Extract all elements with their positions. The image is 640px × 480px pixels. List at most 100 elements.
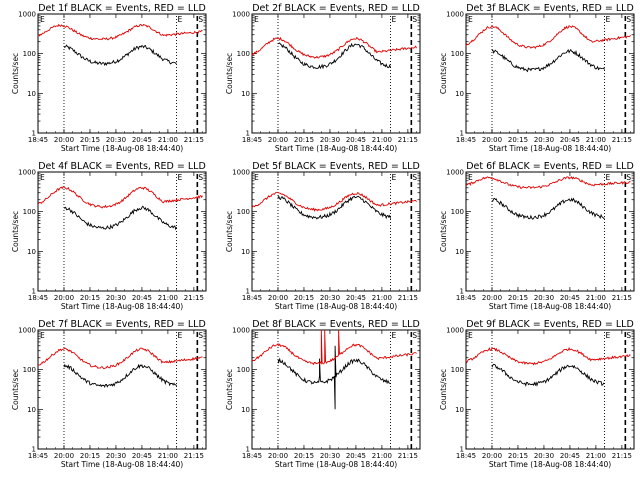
x-tick-label: 21:00 bbox=[158, 136, 178, 144]
x-tick-label: 18:45 bbox=[28, 136, 48, 144]
x-tick-label: 20:15 bbox=[80, 452, 100, 460]
plot-frame bbox=[251, 171, 421, 292]
series-lld-line bbox=[37, 347, 203, 370]
plot-frame bbox=[37, 329, 207, 450]
series-lld-line bbox=[251, 36, 417, 59]
x-tick-label: 20:30 bbox=[534, 136, 554, 144]
x-tick-label: 18:45 bbox=[242, 294, 262, 302]
x-tick-label: 21:00 bbox=[372, 294, 392, 302]
y-tick-label: 100 bbox=[23, 50, 36, 58]
series-lld-line bbox=[37, 186, 203, 209]
flag-letter-e: E bbox=[254, 173, 259, 182]
x-tick-label: 21:15 bbox=[184, 136, 204, 144]
y-tick-label: 100 bbox=[237, 366, 250, 374]
x-tick-label: 18:45 bbox=[28, 452, 48, 460]
x-tick-label: 20:30 bbox=[534, 294, 554, 302]
flag-letter-e: E bbox=[468, 173, 473, 182]
panel-title: Det 5f BLACK = Events, RED = LLD bbox=[252, 161, 420, 172]
panel-9: Det 9f BLACK = Events, RED = LLD 1 10 100 10… bbox=[439, 319, 635, 469]
y-tick-label: 1 bbox=[32, 288, 36, 296]
y-axis-label: Counts/sec bbox=[225, 53, 234, 94]
flag-letter-s: S bbox=[626, 15, 631, 24]
plot-frame bbox=[251, 13, 421, 134]
x-axis-label: Start Time (18-Aug-08 18:44:40) bbox=[489, 460, 611, 469]
x-tick-label: 20:15 bbox=[508, 294, 528, 302]
x-tick-label: 18:45 bbox=[242, 452, 262, 460]
y-tick-label: 10 bbox=[455, 248, 464, 256]
x-tick-label: 20:30 bbox=[320, 136, 340, 144]
x-tick-label: 20:45 bbox=[132, 294, 152, 302]
flag-letter-e: E bbox=[606, 15, 611, 24]
y-tick-label: 10 bbox=[27, 90, 36, 98]
series-events-line bbox=[491, 197, 605, 220]
x-tick-label: 20:30 bbox=[320, 294, 340, 302]
x-tick-label: 20:30 bbox=[320, 452, 340, 460]
x-tick-label: 18:45 bbox=[456, 452, 476, 460]
y-tick-label: 10 bbox=[455, 90, 464, 98]
flag-letter-s: S bbox=[198, 15, 203, 24]
x-tick-label: 18:45 bbox=[456, 136, 476, 144]
flag-letter-e: E bbox=[40, 15, 45, 24]
x-tick-label: 20:15 bbox=[294, 136, 314, 144]
plot-frame bbox=[251, 329, 421, 450]
y-axis-label: Counts/sec bbox=[225, 211, 234, 252]
plot-frame bbox=[465, 13, 635, 134]
panel-title: Det 6f BLACK = Events, RED = LLD bbox=[466, 161, 634, 172]
y-tick-label: 1 bbox=[246, 446, 250, 454]
x-tick-label: 20:45 bbox=[560, 452, 580, 460]
flag-letter-s: S bbox=[626, 331, 631, 340]
x-tick-label: 21:15 bbox=[398, 452, 418, 460]
y-tick-label: 1 bbox=[32, 130, 36, 138]
panel-title: Det 8f BLACK = Events, RED = LLD bbox=[252, 319, 420, 330]
plot-frame bbox=[465, 171, 635, 292]
y-tick-label: 1000 bbox=[18, 11, 36, 19]
y-tick-label: 100 bbox=[451, 366, 464, 374]
series-lld-line bbox=[251, 329, 417, 366]
x-tick-label: 20:45 bbox=[346, 136, 366, 144]
x-tick-label: 20:00 bbox=[482, 136, 502, 144]
y-axis-label: Counts/sec bbox=[439, 211, 448, 252]
x-tick-label: 21:15 bbox=[612, 136, 632, 144]
x-axis-label: Start Time (18-Aug-08 18:44:40) bbox=[275, 302, 397, 311]
flag-letter-e: E bbox=[254, 331, 259, 340]
x-axis-label: Start Time (18-Aug-08 18:44:40) bbox=[61, 302, 183, 311]
series-events-line bbox=[277, 345, 391, 410]
x-tick-label: 20:15 bbox=[80, 136, 100, 144]
x-tick-label: 20:00 bbox=[54, 294, 74, 302]
panel-8: Det 8f BLACK = Events, RED = LLD 1 10 100 10… bbox=[225, 319, 421, 469]
panel-title: Det 7f BLACK = Events, RED = LLD bbox=[38, 319, 206, 330]
x-tick-label: 20:15 bbox=[294, 294, 314, 302]
y-axis-label: Counts/sec bbox=[11, 369, 20, 410]
flag-letter-e: E bbox=[254, 15, 259, 24]
x-tick-label: 21:15 bbox=[398, 136, 418, 144]
y-tick-label: 10 bbox=[27, 406, 36, 414]
x-tick-label: 20:30 bbox=[106, 452, 126, 460]
y-tick-label: 1000 bbox=[446, 11, 464, 19]
plot-frame bbox=[37, 13, 207, 134]
flag-letter-s: S bbox=[412, 173, 417, 182]
x-axis-label: Start Time (18-Aug-08 18:44:40) bbox=[275, 460, 397, 469]
panel-3: Det 3f BLACK = Events, RED = LLD 1 10 100 10… bbox=[439, 3, 635, 153]
y-tick-label: 100 bbox=[237, 50, 250, 58]
flag-letter-e: E bbox=[40, 173, 45, 182]
flag-letter-s: S bbox=[412, 331, 417, 340]
x-tick-label: 20:00 bbox=[54, 452, 74, 460]
panel-title: Det 2f BLACK = Events, RED = LLD bbox=[252, 3, 420, 14]
flag-letter-e: E bbox=[468, 331, 473, 340]
panel-title: Det 3f BLACK = Events, RED = LLD bbox=[466, 3, 634, 14]
flag-letter-e: E bbox=[178, 173, 183, 182]
y-tick-label: 10 bbox=[241, 90, 250, 98]
y-tick-label: 1000 bbox=[18, 327, 36, 335]
x-axis-label: Start Time (18-Aug-08 18:44:40) bbox=[275, 144, 397, 153]
x-axis-label: Start Time (18-Aug-08 18:44:40) bbox=[489, 144, 611, 153]
x-tick-label: 20:30 bbox=[106, 294, 126, 302]
x-tick-label: 20:15 bbox=[80, 294, 100, 302]
flag-letter-s: S bbox=[198, 173, 203, 182]
x-tick-label: 21:15 bbox=[184, 294, 204, 302]
x-tick-label: 20:45 bbox=[346, 294, 366, 302]
panel-2: Det 2f BLACK = Events, RED = LLD 1 10 100 10… bbox=[225, 3, 421, 153]
y-tick-label: 1000 bbox=[232, 327, 250, 335]
series-lld-line bbox=[251, 191, 417, 212]
x-tick-label: 18:45 bbox=[456, 294, 476, 302]
y-tick-label: 1000 bbox=[18, 169, 36, 177]
